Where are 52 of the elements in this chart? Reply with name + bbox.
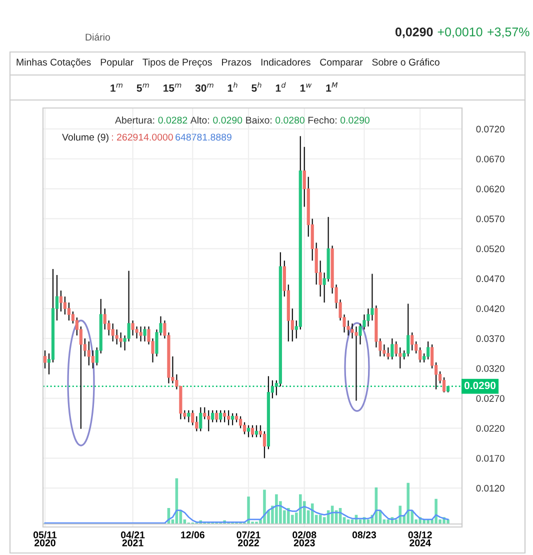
annotation: : 262914.0000 xyxy=(112,134,173,141)
y-tick-label: 0.0620 xyxy=(476,186,504,192)
text: Prazos xyxy=(222,58,252,66)
annotation: 0.0282 xyxy=(158,116,188,124)
text: 5$^{h}$ xyxy=(252,82,262,92)
text: +3,57% xyxy=(488,28,530,38)
y-tick-label: 0.0120 xyxy=(476,484,504,492)
text: Tipos de Preços xyxy=(142,58,212,68)
y-tick-label: 0.0220 xyxy=(476,425,504,432)
y-tick-label: 0.0170 xyxy=(476,454,504,462)
text: 1$^{w}$ xyxy=(300,84,312,92)
text: 1$^{m}$ xyxy=(110,84,122,92)
text: Popular xyxy=(100,58,134,68)
y-tick-label: 0.0320 xyxy=(476,365,504,372)
text: Diário xyxy=(86,33,110,41)
text: 1$^{h}$ xyxy=(228,82,238,92)
x-tick-label: 12/06 xyxy=(181,531,204,538)
text: Indicadores xyxy=(261,58,310,66)
text: Minhas Cotações xyxy=(16,58,91,68)
ref-line-label: 0.0290 xyxy=(464,382,496,390)
annotation: 0.0290 xyxy=(213,116,242,124)
annotation: Alto: xyxy=(190,116,209,124)
text: 1$^{M}$ xyxy=(326,82,338,92)
annotation: 0.0290 xyxy=(340,116,370,124)
x-tick-label: 08/23 xyxy=(352,531,376,538)
annotation: Volume (9) xyxy=(62,133,108,143)
x-tick-label: 04/21 2021 xyxy=(121,531,145,546)
annotation: Baixo: xyxy=(246,116,272,124)
y-tick-label: 0.0420 xyxy=(476,305,504,312)
y-tick-label: 0.0520 xyxy=(476,245,504,252)
text: 5$^{m}$ xyxy=(136,84,149,92)
y-tick-label: 0.0270 xyxy=(476,395,504,402)
text: 15$^{m}$ xyxy=(164,84,182,92)
y-tick-label: 0.0720 xyxy=(476,126,504,132)
x-tick-label: 03/12 2024 xyxy=(408,531,432,546)
y-tick-label: 0.0370 xyxy=(476,335,504,342)
text: 1$^{d}$ xyxy=(276,82,286,92)
y-tick-label: 0.0470 xyxy=(476,275,504,282)
x-tick-label: 02/08 2023 xyxy=(292,531,316,546)
x-tick-label: 05/11 2020 xyxy=(33,531,57,546)
annotation: 0.0280 xyxy=(276,116,304,124)
y-tick-label: 0.0570 xyxy=(476,216,504,222)
text: Sobre o Gráfico xyxy=(372,58,440,66)
x-tick-label: 07/21 2022 xyxy=(236,531,260,546)
text: +0,0010 xyxy=(438,28,482,38)
annotation: 648781.8889 xyxy=(176,134,232,141)
text: Comparar xyxy=(320,58,363,68)
y-tick-label: 0.0670 xyxy=(476,156,504,162)
annotation: Abertura: xyxy=(115,116,154,124)
annotation: Fecho: xyxy=(308,116,336,124)
text: 30$^{m}$ xyxy=(195,84,214,92)
text: 0,0290 xyxy=(395,28,433,38)
